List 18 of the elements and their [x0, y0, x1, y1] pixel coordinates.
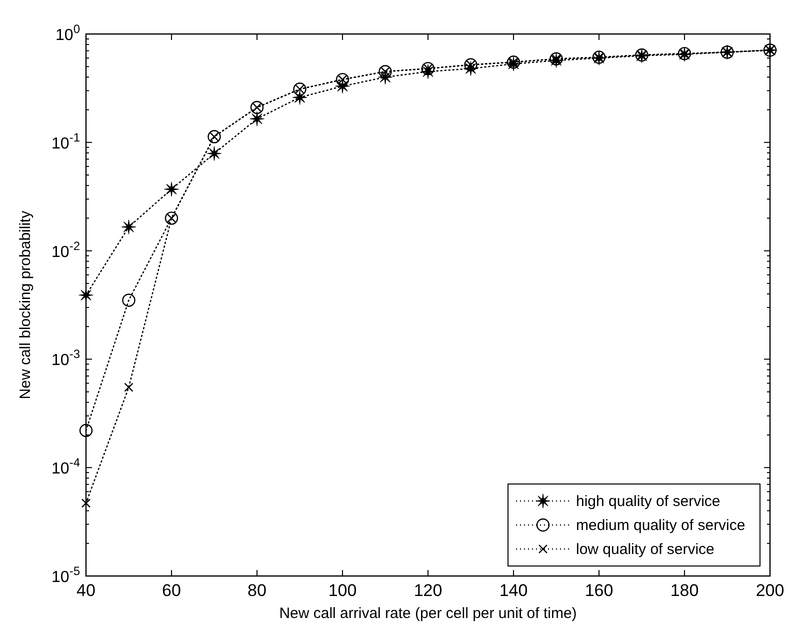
y-tick-label: 10$^{-2}$ [52, 238, 80, 261]
y-axis-title: New call blocking probability [17, 210, 34, 400]
x-tick-label: 100 [328, 581, 357, 600]
legend-label: high quality of service [576, 493, 720, 510]
legend-label: low quality of service [576, 541, 714, 558]
x-tick-label: 80 [248, 581, 266, 600]
x-tick-label: 160 [584, 581, 614, 600]
y-tick-label: 10$^{0}$ [56, 22, 80, 44]
x-tick-label: 140 [499, 581, 528, 600]
x-tick-label: 120 [414, 581, 442, 600]
y-tick-label: 10$^{-4}$ [52, 456, 80, 478]
legend-label: medium quality of service [576, 517, 746, 534]
x-tick-label: 60 [162, 581, 181, 600]
x-axis-title: New call arrival rate (per cell per unit of time) [279, 605, 577, 622]
y-tick-label: 10$^{-3}$ [52, 347, 80, 370]
y-tick-label: 10$^{-1}$ [52, 130, 80, 152]
x-tick-label: 180 [670, 581, 699, 600]
x-tick-label: 200 [756, 581, 784, 600]
